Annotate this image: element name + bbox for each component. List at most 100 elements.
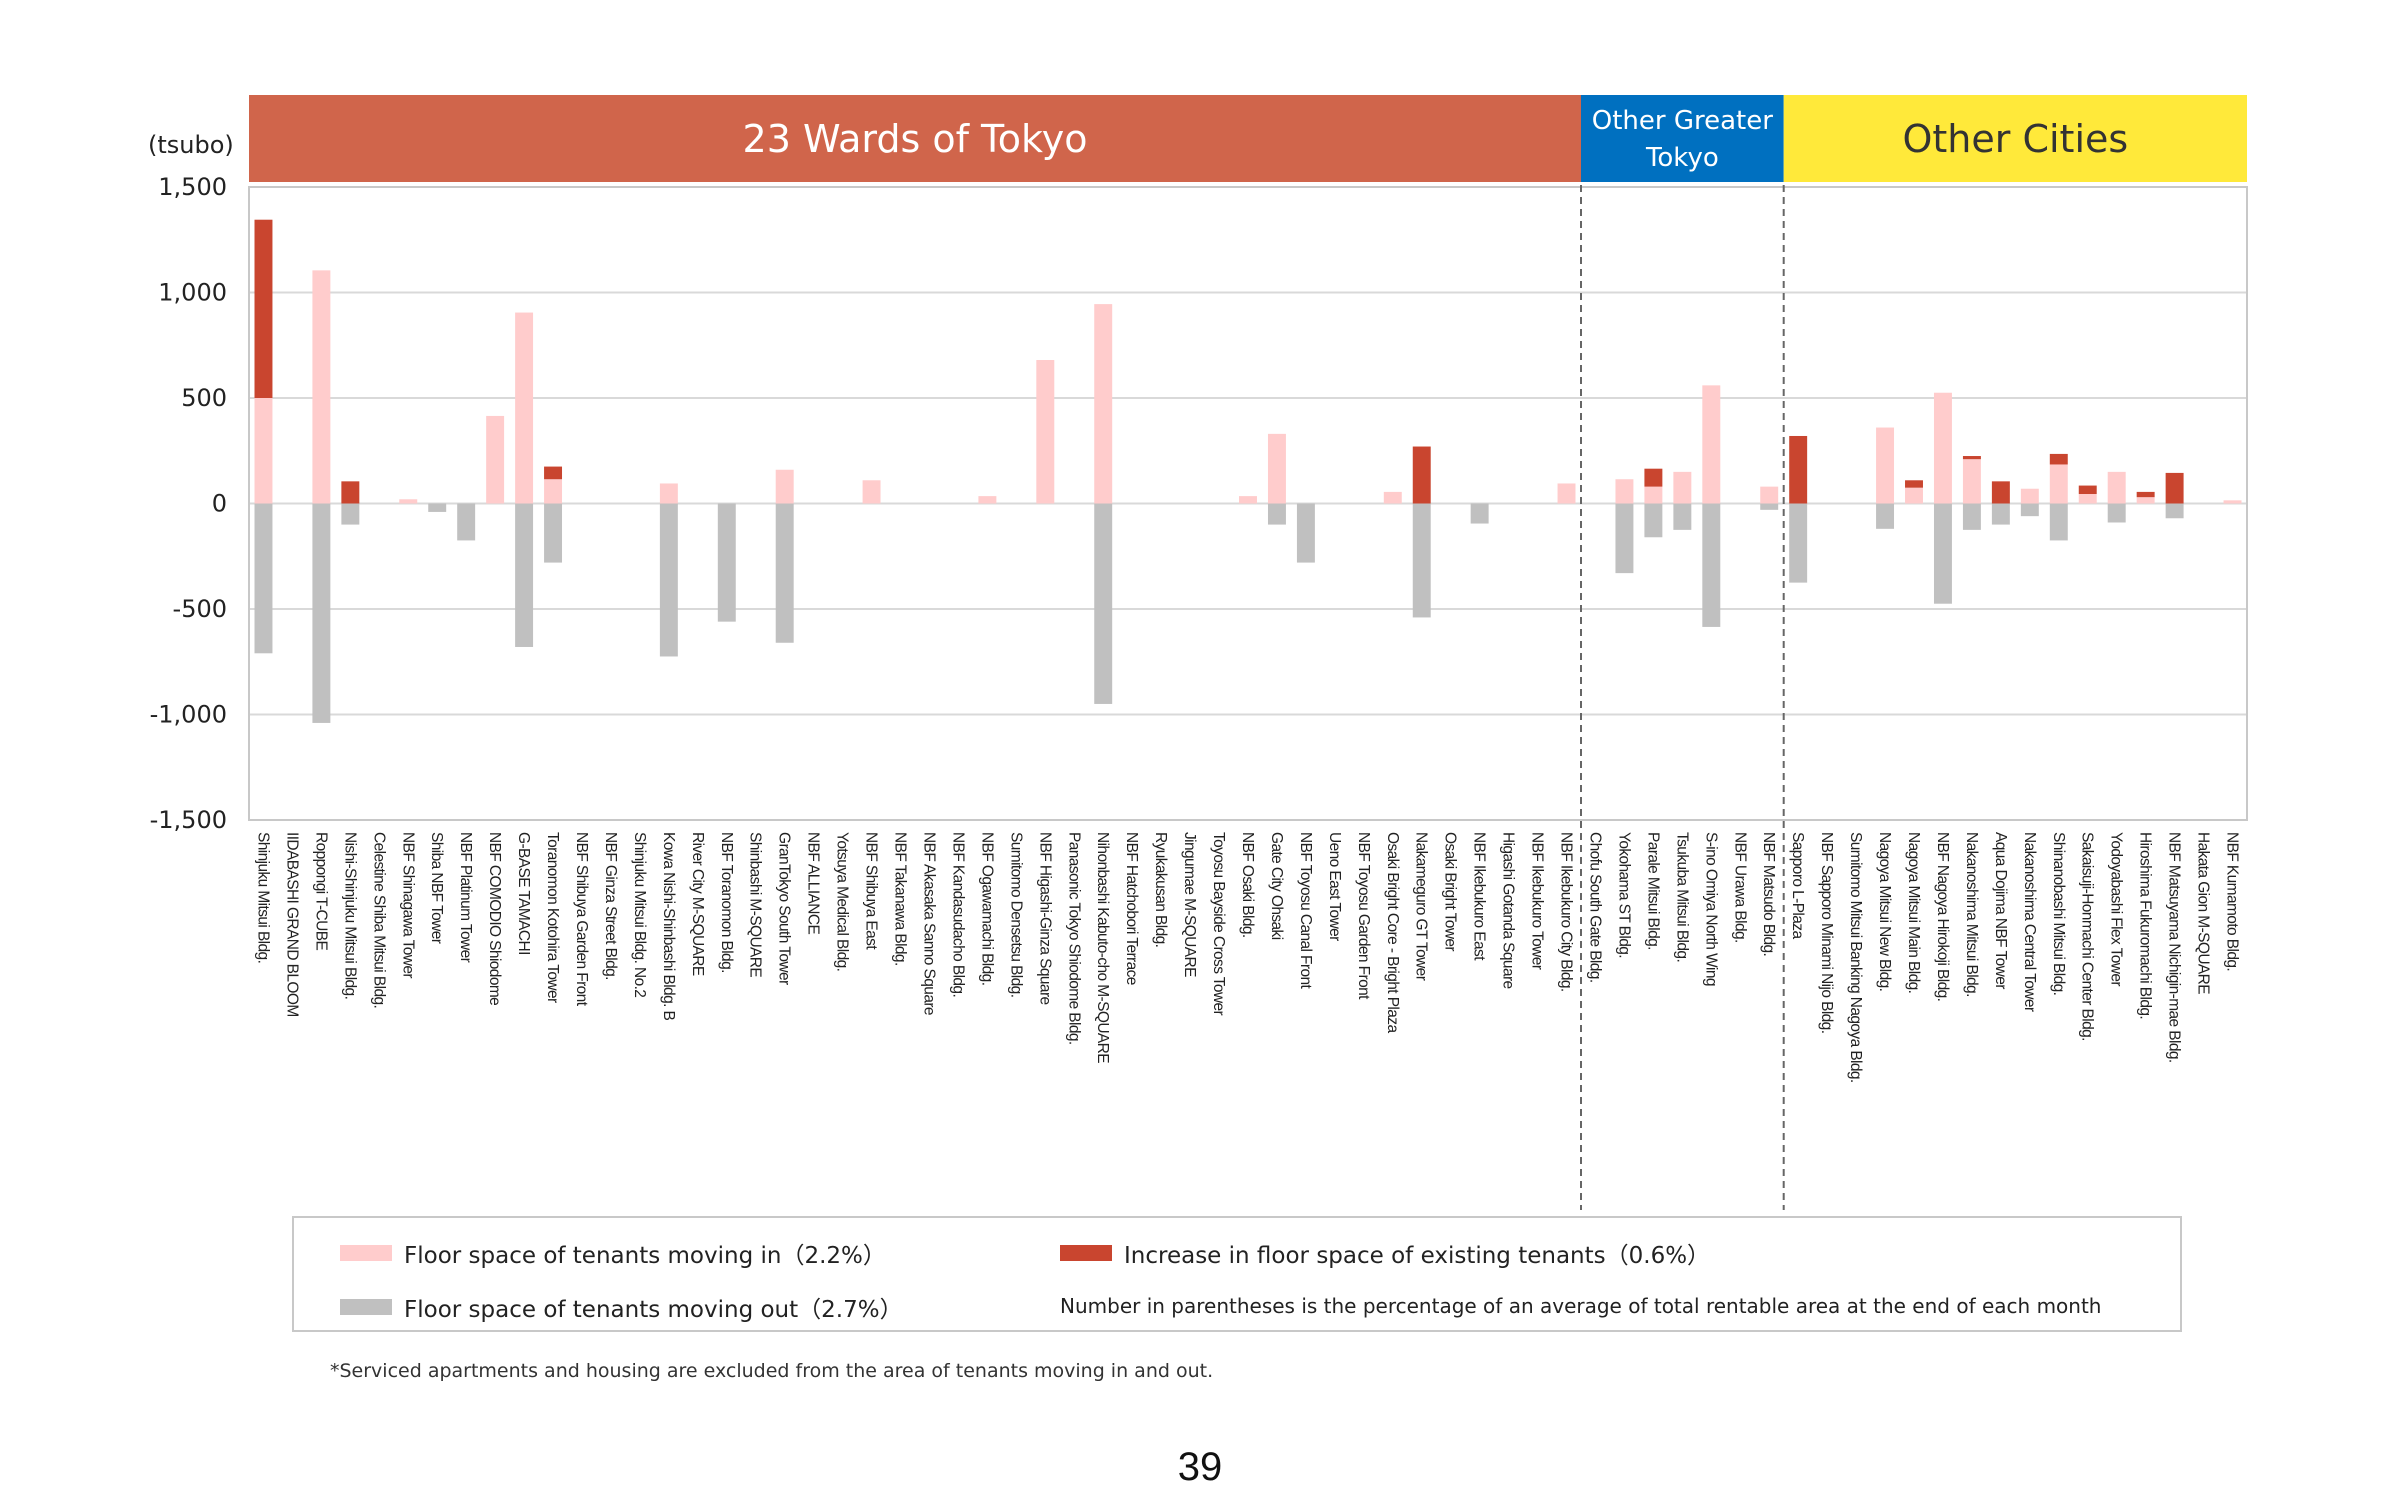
bar-moving-in bbox=[399, 499, 418, 504]
bar-moving-in bbox=[1760, 486, 1779, 504]
category-label: NBF Matsudo Bldg. bbox=[1760, 832, 1777, 956]
bar-moving-in bbox=[1673, 471, 1692, 504]
legend-swatch-increase bbox=[1060, 1245, 1112, 1261]
category-label: Sapporo L-Plaza bbox=[1789, 832, 1806, 939]
category-label: Roppongi T-CUBE bbox=[312, 832, 329, 950]
bar-moving-in bbox=[544, 479, 563, 504]
x-axis-category-labels: Shinjuku Mitsui Bldg. IIDABASHI GRAND BLO… bbox=[254, 832, 2240, 1083]
bar-moving-out bbox=[428, 503, 447, 512]
category-label: NBF Hatchobori Terrace bbox=[1123, 832, 1140, 985]
category-label: Sumitomo Densetsu Bldg. bbox=[1007, 832, 1024, 997]
y-tick-label: 0 bbox=[212, 490, 227, 518]
bar-moving-out bbox=[2049, 503, 2068, 541]
category-label: Shinbashi M-SQUARE bbox=[747, 832, 764, 977]
y-tick-label: 1,000 bbox=[158, 279, 227, 307]
y-axis-tick-labels: 1,500 1,000 500 0 -500 -1,000 -1,500 bbox=[150, 173, 227, 834]
bar-moving-in bbox=[486, 415, 505, 504]
bar-moving-out bbox=[1789, 503, 1808, 583]
bar-increase bbox=[2165, 472, 2184, 504]
category-label: Nakameguro GT Tower bbox=[1413, 832, 1430, 981]
category-label: Toyosu Bayside Cross Tower bbox=[1210, 832, 1227, 1016]
bar-moving-in bbox=[1239, 496, 1257, 504]
bar-moving-out bbox=[2165, 503, 2184, 519]
category-label: GranTokyo South Tower bbox=[776, 832, 793, 985]
bar-moving-out bbox=[341, 503, 360, 525]
bar-moving-out bbox=[1267, 503, 1286, 525]
legend-label-moving-out: Floor space of tenants moving out（2.7%） bbox=[404, 1297, 903, 1323]
bar-marks bbox=[254, 219, 2242, 723]
bar-moving-in bbox=[1644, 486, 1663, 504]
bar-moving-in bbox=[1036, 360, 1055, 504]
bar-moving-in bbox=[1383, 491, 1402, 504]
bar-moving-out bbox=[1876, 503, 1895, 529]
bar-increase bbox=[1789, 435, 1808, 504]
category-label: Chofu South Gate Bldg. bbox=[1586, 832, 1603, 983]
category-label: Osaki Bright Tower bbox=[1442, 832, 1459, 951]
bar-moving-in bbox=[1615, 479, 1634, 504]
category-label: Nihonbashi Kabuto-cho M-SQUARE bbox=[1094, 832, 1111, 1063]
category-label: NBF Shibuya East bbox=[863, 832, 880, 950]
category-label: Hiroshima Fukuromachi Bldg. bbox=[2137, 832, 2154, 1019]
bar-moving-out bbox=[544, 503, 563, 563]
bar-moving-in bbox=[254, 398, 273, 504]
category-label: NBF Urawa Bldg. bbox=[1731, 832, 1748, 943]
footnote: *Serviced apartments and housing are exc… bbox=[330, 1360, 1214, 1382]
bar-moving-out bbox=[2107, 503, 2126, 523]
bar-moving-in bbox=[1876, 427, 1895, 504]
bar-moving-in bbox=[2049, 464, 2068, 504]
category-label: Gate City Ohsaki bbox=[1268, 832, 1285, 940]
bar-moving-in bbox=[2136, 497, 2155, 504]
y-tick-label: 500 bbox=[181, 384, 227, 412]
bar-increase bbox=[1991, 481, 2010, 504]
legend-item-moving-in: Floor space of tenants moving in（2.2%） bbox=[340, 1236, 886, 1270]
category-label: NBF COMODIO Shiodome bbox=[486, 832, 503, 1005]
category-label: NBF Shibuya Garden Front bbox=[573, 832, 590, 1007]
category-label: River City M-SQUARE bbox=[689, 832, 706, 976]
category-label: NBF Matsuyama Nichigin-mae Bldg. bbox=[2166, 832, 2183, 1063]
legend: Floor space of tenants moving in（2.2%） I… bbox=[292, 1216, 2182, 1332]
category-label: Nishi-Shinjuku Mitsui Bldg. bbox=[341, 832, 358, 999]
category-label: NBF Ikebukuro East bbox=[1471, 832, 1488, 961]
bar-moving-out bbox=[1470, 503, 1489, 524]
category-label: Nakanoshima Central Tower bbox=[2021, 832, 2038, 1012]
bar-moving-out bbox=[717, 503, 736, 622]
category-label: Osaki Bright Core - Bright Plaza bbox=[1384, 832, 1401, 1033]
category-label: NBF Ikebukuro Tower bbox=[1529, 832, 1546, 970]
bar-moving-in bbox=[1933, 392, 1952, 504]
bar-moving-out bbox=[1412, 503, 1431, 618]
y-tick-label: -1,000 bbox=[150, 701, 227, 729]
category-label: Parale Mitsui Bldg. bbox=[1644, 832, 1661, 950]
bar-moving-out bbox=[312, 503, 331, 723]
bar-moving-in bbox=[2223, 500, 2242, 504]
category-label: Shinjuku Mitsui Bldg. bbox=[254, 832, 271, 963]
bar-moving-in bbox=[1702, 385, 1721, 504]
y-axis-unit-label: (tsubo) bbox=[148, 131, 234, 159]
category-label: Tsukuba Mitsui Bldg. bbox=[1673, 832, 1690, 962]
category-label: Yokohama ST Bldg. bbox=[1615, 832, 1632, 958]
category-label: NBF Toyosu Canal Front bbox=[1297, 832, 1314, 990]
category-label: NBF Kumamoto Bldg. bbox=[2224, 832, 2241, 971]
bar-moving-out bbox=[254, 503, 273, 654]
bar-moving-out bbox=[1933, 503, 1952, 604]
plot-frame bbox=[248, 186, 2248, 821]
category-label: Kowa Nishi-Shinbashi Bldg. B bbox=[660, 832, 677, 1021]
category-label: Celestine Shiba Mitsui Bldg. bbox=[370, 832, 387, 1008]
bar-moving-out bbox=[1673, 503, 1692, 530]
bar-increase bbox=[1644, 468, 1663, 487]
category-label: Toranomon Kotohira Tower bbox=[544, 832, 561, 1003]
category-label: G-BASE TAMACHI bbox=[515, 832, 532, 955]
region-label-2-line-0: Other Cities bbox=[1902, 117, 2128, 161]
legend-label-increase: Increase in floor space of existing tena… bbox=[1124, 1243, 1711, 1269]
legend-item-increase: Increase in floor space of existing tena… bbox=[1060, 1236, 1710, 1270]
category-label: IIDABASHI GRAND BLOOM bbox=[283, 832, 300, 1017]
bar-moving-out bbox=[515, 503, 534, 647]
bar-increase bbox=[544, 466, 563, 480]
legend-item-moving-out: Floor space of tenants moving out（2.7%） bbox=[340, 1290, 903, 1324]
category-label: NBF Nagoya Hirokoji Bldg. bbox=[1934, 832, 1951, 1001]
bar-moving-in bbox=[1905, 487, 1923, 504]
bar-moving-out bbox=[659, 503, 678, 657]
bar-increase bbox=[1962, 456, 1981, 460]
bar-moving-out bbox=[1991, 503, 2010, 525]
bar-moving-out bbox=[1702, 503, 1721, 627]
bar-moving-in bbox=[515, 312, 534, 504]
